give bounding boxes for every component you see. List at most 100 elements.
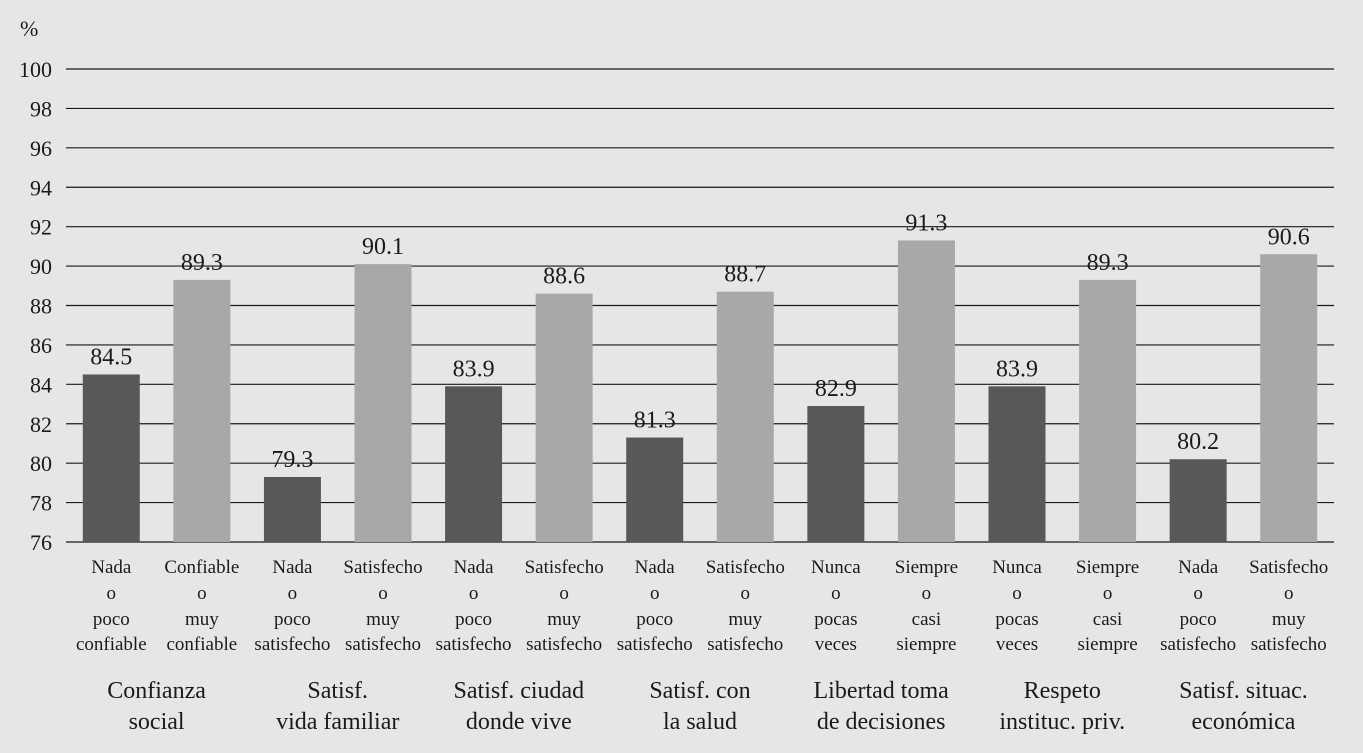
category-label-line: o bbox=[1193, 583, 1203, 604]
y-axis-ticks: 76 78 80 82 84 86 88 90 92 94 96 98 100 bbox=[19, 57, 52, 555]
bar-low bbox=[263, 476, 321, 542]
category-label-line: o bbox=[469, 583, 479, 604]
group-label-line: vida familiar bbox=[276, 709, 399, 735]
y-tick-label: 80 bbox=[30, 451, 52, 476]
category-label-line: satisfecho bbox=[617, 634, 693, 655]
group-label-line: Satisf. con bbox=[649, 678, 750, 704]
category-label-line: Siempre bbox=[1076, 557, 1139, 578]
category-label-line: satisfecho bbox=[436, 634, 512, 655]
y-tick-label: 100 bbox=[19, 57, 52, 82]
category-label-line: siempre bbox=[896, 634, 956, 655]
y-tick-label: 76 bbox=[30, 530, 52, 555]
category-label-line: satisfecho bbox=[526, 634, 602, 655]
value-label: 88.6 bbox=[543, 264, 585, 290]
y-tick-label: 88 bbox=[30, 294, 52, 319]
y-tick-label: 92 bbox=[30, 215, 52, 240]
category-label-line: Confiable bbox=[164, 557, 239, 578]
category-label-line: pocas bbox=[814, 609, 857, 630]
value-label: 80.2 bbox=[1177, 429, 1219, 455]
category-label-line: confiable bbox=[167, 634, 238, 655]
category-label-line: muy bbox=[728, 609, 762, 630]
value-label: 89.3 bbox=[181, 250, 223, 276]
category-label-line: casi bbox=[912, 609, 942, 630]
bar-high bbox=[1260, 254, 1318, 542]
category-label-line: o bbox=[741, 583, 751, 604]
category-label-line: o bbox=[288, 583, 298, 604]
bars bbox=[82, 240, 1318, 542]
category-label-line: o bbox=[1284, 583, 1294, 604]
group-label-line: Satisf. ciudad bbox=[454, 678, 585, 704]
category-label-line: veces bbox=[996, 634, 1038, 655]
category-label-line: poco bbox=[1180, 609, 1217, 630]
bar-high bbox=[1079, 279, 1137, 542]
bar-high bbox=[716, 291, 774, 542]
group-label-line: Confianza bbox=[107, 678, 206, 704]
value-label: 83.9 bbox=[453, 356, 495, 382]
category-label-line: o bbox=[378, 583, 388, 604]
bar-low bbox=[1169, 459, 1227, 542]
value-label: 88.7 bbox=[724, 262, 766, 288]
y-tick-label: 84 bbox=[30, 372, 52, 397]
category-label-line: o bbox=[650, 583, 660, 604]
value-label: 83.9 bbox=[996, 356, 1038, 382]
category-labels: Nada o poco confiable Confiable o muy confiable… bbox=[76, 557, 1328, 655]
bar-low bbox=[988, 386, 1046, 542]
category-label-line: siempre bbox=[1077, 634, 1137, 655]
category-label-line: muy bbox=[185, 609, 219, 630]
bar-low bbox=[82, 374, 140, 542]
bar-low bbox=[807, 406, 865, 542]
y-tick-label: 98 bbox=[30, 96, 52, 121]
y-tick-label: 78 bbox=[30, 491, 52, 516]
category-label-line: satisfecho bbox=[1160, 634, 1236, 655]
category-label-line: Nada bbox=[635, 557, 676, 578]
group-label-line: Satisf. bbox=[307, 678, 368, 704]
category-label-line: Satisfecho bbox=[525, 557, 604, 578]
category-label-line: poco bbox=[93, 609, 130, 630]
value-label: 82.9 bbox=[815, 376, 857, 402]
category-label-line: Nunca bbox=[992, 557, 1042, 578]
category-label-line: Nunca bbox=[811, 557, 861, 578]
y-tick-label: 90 bbox=[30, 254, 52, 279]
y-axis-unit-label: % bbox=[20, 16, 38, 41]
bar-high bbox=[354, 264, 412, 542]
category-label-line: Satisfecho bbox=[343, 557, 422, 578]
category-label-line: Nada bbox=[272, 557, 313, 578]
category-label-line: o bbox=[197, 583, 207, 604]
category-label-line: satisfecho bbox=[707, 634, 783, 655]
value-label: 81.3 bbox=[634, 408, 676, 434]
category-label-line: o bbox=[922, 583, 932, 604]
bar-low bbox=[626, 437, 684, 542]
category-label-line: satisfecho bbox=[254, 634, 330, 655]
category-label-line: Nada bbox=[454, 557, 495, 578]
category-label-line: confiable bbox=[76, 634, 147, 655]
y-tick-label: 82 bbox=[30, 412, 52, 437]
group-labels: Confianza social Satisf. vida familiar Satis… bbox=[107, 678, 1307, 735]
bar-high bbox=[173, 279, 231, 542]
value-label: 84.5 bbox=[90, 344, 132, 370]
value-label: 90.1 bbox=[362, 234, 404, 260]
category-label-line: o bbox=[831, 583, 841, 604]
category-label-line: o bbox=[1103, 583, 1113, 604]
group-label-line: de decisiones bbox=[817, 709, 946, 735]
value-labels: 84.5 89.3 79.3 90.1 83.9 88.6 81.3 88.7 82.9 91.3… bbox=[90, 210, 1309, 473]
category-label-line: Nada bbox=[91, 557, 132, 578]
bar-high bbox=[897, 240, 955, 542]
group-label-line: instituc. priv. bbox=[999, 709, 1125, 735]
category-label-line: o bbox=[559, 583, 569, 604]
category-label-line: muy bbox=[547, 609, 581, 630]
value-label: 91.3 bbox=[905, 210, 947, 236]
group-label-line: social bbox=[129, 709, 185, 735]
y-tick-label: 86 bbox=[30, 333, 52, 358]
category-label-line: muy bbox=[366, 609, 400, 630]
category-label-line: Nada bbox=[1178, 557, 1219, 578]
category-label-line: satisfecho bbox=[1251, 634, 1327, 655]
category-label-line: poco bbox=[455, 609, 492, 630]
category-label-line: veces bbox=[815, 634, 857, 655]
value-label: 90.6 bbox=[1268, 224, 1310, 250]
category-label-line: o bbox=[107, 583, 117, 604]
group-label-line: Respeto bbox=[1024, 678, 1101, 704]
category-label-line: poco bbox=[274, 609, 311, 630]
category-label-line: o bbox=[1012, 583, 1022, 604]
bar-low bbox=[445, 386, 503, 542]
